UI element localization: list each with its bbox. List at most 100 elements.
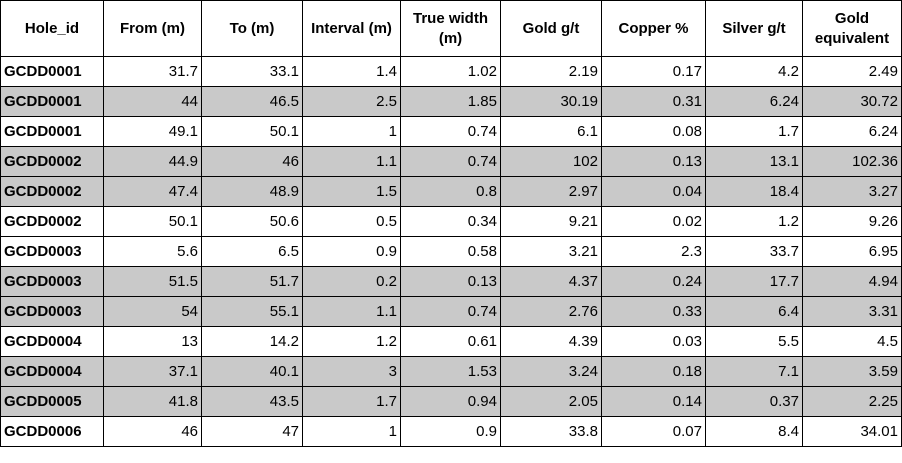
value-cell: 3: [302, 356, 401, 387]
value-cell: 6.1: [500, 116, 602, 147]
value-cell: 0.74: [400, 116, 501, 147]
hole-id-cell: GCDD0003: [0, 236, 104, 267]
value-cell: 6.24: [802, 116, 902, 147]
value-cell: 1.7: [705, 116, 803, 147]
value-cell: 0.37: [705, 386, 803, 417]
value-cell: 4.5: [802, 326, 902, 357]
value-cell: 0.2: [302, 266, 401, 297]
hole-id-cell: GCDD0005: [0, 386, 104, 417]
value-cell: 48.9: [201, 176, 303, 207]
value-cell: 44.9: [103, 146, 202, 177]
hole-id-cell: GCDD0001: [0, 56, 104, 87]
value-cell: 6.24: [705, 86, 803, 117]
value-cell: 1.2: [302, 326, 401, 357]
header-text: Silver g/t: [722, 19, 786, 37]
value-cell: 4.94: [802, 266, 902, 297]
value-cell: 0.07: [601, 416, 706, 447]
value-cell: 9.21: [500, 206, 602, 237]
value-cell: 1: [302, 416, 401, 447]
value-cell: 4.39: [500, 326, 602, 357]
value-cell: 18.4: [705, 176, 803, 207]
value-cell: 0.13: [400, 266, 501, 297]
value-cell: 6.5: [201, 236, 303, 267]
value-cell: 51.7: [201, 266, 303, 297]
value-cell: 6.4: [705, 296, 803, 327]
value-cell: 0.74: [400, 146, 501, 177]
value-cell: 0.33: [601, 296, 706, 327]
value-cell: 1.1: [302, 296, 401, 327]
header-cell: From (m): [103, 0, 202, 57]
value-cell: 46: [103, 416, 202, 447]
value-cell: 1.1: [302, 146, 401, 177]
value-cell: 1.7: [302, 386, 401, 417]
table-row: GCDD0006 46 47 1 0.9 33.8 0.07 8.4 34.01: [0, 416, 902, 447]
header-text: True width (m): [413, 9, 488, 47]
value-cell: 50.1: [103, 206, 202, 237]
header-text: Copper %: [618, 19, 689, 37]
value-cell: 34.01: [802, 416, 902, 447]
value-cell: 40.1: [201, 356, 303, 387]
table-row: GCDD0002 47.4 48.9 1.5 0.8 2.97 0.04 18.4 3.27: [0, 176, 902, 207]
value-cell: 3.27: [802, 176, 902, 207]
value-cell: 102.36: [802, 146, 902, 177]
table-row: GCDD0001 49.1 50.1 1 0.74 6.1 0.08 1.7 6.24: [0, 116, 902, 147]
value-cell: 0.18: [601, 356, 706, 387]
value-cell: 2.97: [500, 176, 602, 207]
value-cell: 37.1: [103, 356, 202, 387]
value-cell: 5.5: [705, 326, 803, 357]
value-cell: 0.13: [601, 146, 706, 177]
header-cell: Interval (m): [302, 0, 401, 57]
value-cell: 30.72: [802, 86, 902, 117]
value-cell: 3.21: [500, 236, 602, 267]
hole-id-cell: GCDD0002: [0, 206, 104, 237]
value-cell: 51.5: [103, 266, 202, 297]
value-cell: 2.49: [802, 56, 902, 87]
value-cell: 50.6: [201, 206, 303, 237]
value-cell: 0.9: [302, 236, 401, 267]
value-cell: 102: [500, 146, 602, 177]
value-cell: 17.7: [705, 266, 803, 297]
value-cell: 7.1: [705, 356, 803, 387]
value-cell: 54: [103, 296, 202, 327]
value-cell: 0.04: [601, 176, 706, 207]
table-row: GCDD0002 50.1 50.6 0.5 0.34 9.21 0.02 1.2 9.26: [0, 206, 902, 237]
header-text: Gold equivalent: [814, 9, 890, 47]
value-cell: 4.2: [705, 56, 803, 87]
table-row: GCDD0005 41.8 43.5 1.7 0.94 2.05 0.14 0.37 2.25: [0, 386, 902, 417]
header-cell: Hole_id: [0, 0, 104, 57]
value-cell: 0.17: [601, 56, 706, 87]
value-cell: 44: [103, 86, 202, 117]
value-cell: 43.5: [201, 386, 303, 417]
value-cell: 13.1: [705, 146, 803, 177]
hole-id-cell: GCDD0001: [0, 116, 104, 147]
hole-id-cell: GCDD0006: [0, 416, 104, 447]
value-cell: 2.5: [302, 86, 401, 117]
value-cell: 0.14: [601, 386, 706, 417]
value-cell: 14.2: [201, 326, 303, 357]
hole-id-cell: GCDD0003: [0, 266, 104, 297]
value-cell: 47: [201, 416, 303, 447]
value-cell: 0.31: [601, 86, 706, 117]
hole-id-cell: GCDD0004: [0, 326, 104, 357]
value-cell: 0.34: [400, 206, 501, 237]
value-cell: 41.8: [103, 386, 202, 417]
value-cell: 0.58: [400, 236, 501, 267]
value-cell: 0.74: [400, 296, 501, 327]
value-cell: 3.31: [802, 296, 902, 327]
value-cell: 0.02: [601, 206, 706, 237]
value-cell: 3.59: [802, 356, 902, 387]
header-cell: Copper %: [601, 0, 706, 57]
value-cell: 0.03: [601, 326, 706, 357]
value-cell: 0.5: [302, 206, 401, 237]
header-cell: Gold g/t: [500, 0, 602, 57]
header-cell: Silver g/t: [705, 0, 803, 57]
hole-id-cell: GCDD0002: [0, 176, 104, 207]
value-cell: 2.3: [601, 236, 706, 267]
value-cell: 5.6: [103, 236, 202, 267]
table-row: GCDD0002 44.9 46 1.1 0.74 102 0.13 13.1 102.36: [0, 146, 902, 177]
value-cell: 1: [302, 116, 401, 147]
value-cell: 31.7: [103, 56, 202, 87]
value-cell: 9.26: [802, 206, 902, 237]
value-cell: 33.1: [201, 56, 303, 87]
